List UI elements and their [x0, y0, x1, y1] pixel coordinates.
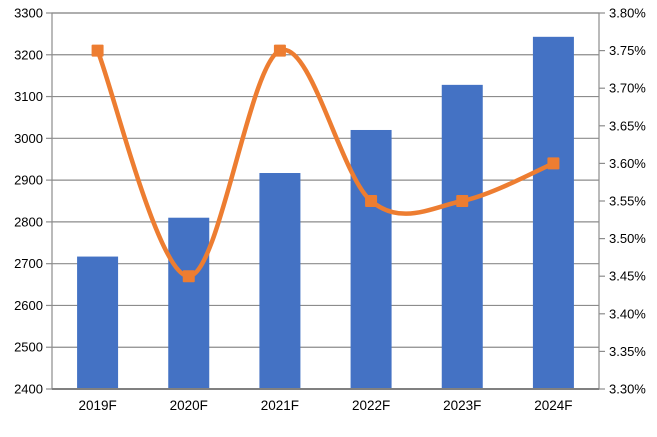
bar-2021F [259, 173, 301, 389]
left-axis-tick-label: 3200 [14, 47, 43, 62]
category-label: 2021F [261, 398, 299, 413]
right-axis-tick-label: 3.50% [609, 231, 646, 246]
category-label: 2024F [534, 398, 572, 413]
left-axis-tick-label: 2800 [14, 214, 43, 229]
left-axis-tick-label: 2700 [14, 256, 43, 271]
line-marker-2021F [273, 44, 286, 57]
left-axis-tick-label: 2400 [14, 382, 43, 397]
left-axis-tick-label: 2500 [14, 340, 43, 355]
line-marker-2023F [456, 195, 469, 207]
category-label: 2022F [352, 398, 390, 413]
trend-line [95, 47, 556, 279]
right-axis-tick-label: 3.70% [609, 81, 646, 96]
right-axis-tick-label: 3.40% [609, 306, 646, 321]
line-marker-2024F [547, 157, 560, 170]
right-axis-tick-label: 3.35% [609, 344, 646, 359]
right-axis-tick-label: 3.60% [609, 156, 646, 171]
right-axis-tick-label: 3.75% [609, 43, 646, 58]
left-axis-tick-label: 3100 [14, 89, 43, 104]
left-axis-tick-label: 2900 [14, 173, 43, 188]
bar-2019F [77, 256, 119, 389]
left-axis-tick-label: 3300 [14, 6, 43, 21]
right-axis-tick-label: 3.45% [609, 269, 646, 284]
line-marker-2020F [182, 270, 195, 283]
right-axis-tick-label: 3.30% [609, 382, 646, 397]
category-label: 2023F [443, 398, 481, 413]
right-axis-tick-label: 3.80% [609, 6, 646, 21]
right-axis-tick-label: 3.55% [609, 194, 646, 209]
bar-2024F [532, 36, 574, 390]
left-axis-tick-label: 3000 [14, 131, 43, 146]
right-axis-tick-label: 3.65% [609, 118, 646, 133]
category-label: 2020F [170, 398, 208, 413]
line-marker-2022F [365, 195, 378, 207]
plot-border [51, 12, 600, 390]
bar-2020F [168, 217, 210, 389]
line-marker-2019F [91, 44, 104, 57]
left-axis-tick-label: 2600 [14, 298, 43, 313]
category-label: 2019F [78, 398, 116, 413]
bar-2022F [350, 129, 392, 389]
bar-2023F [441, 84, 483, 389]
